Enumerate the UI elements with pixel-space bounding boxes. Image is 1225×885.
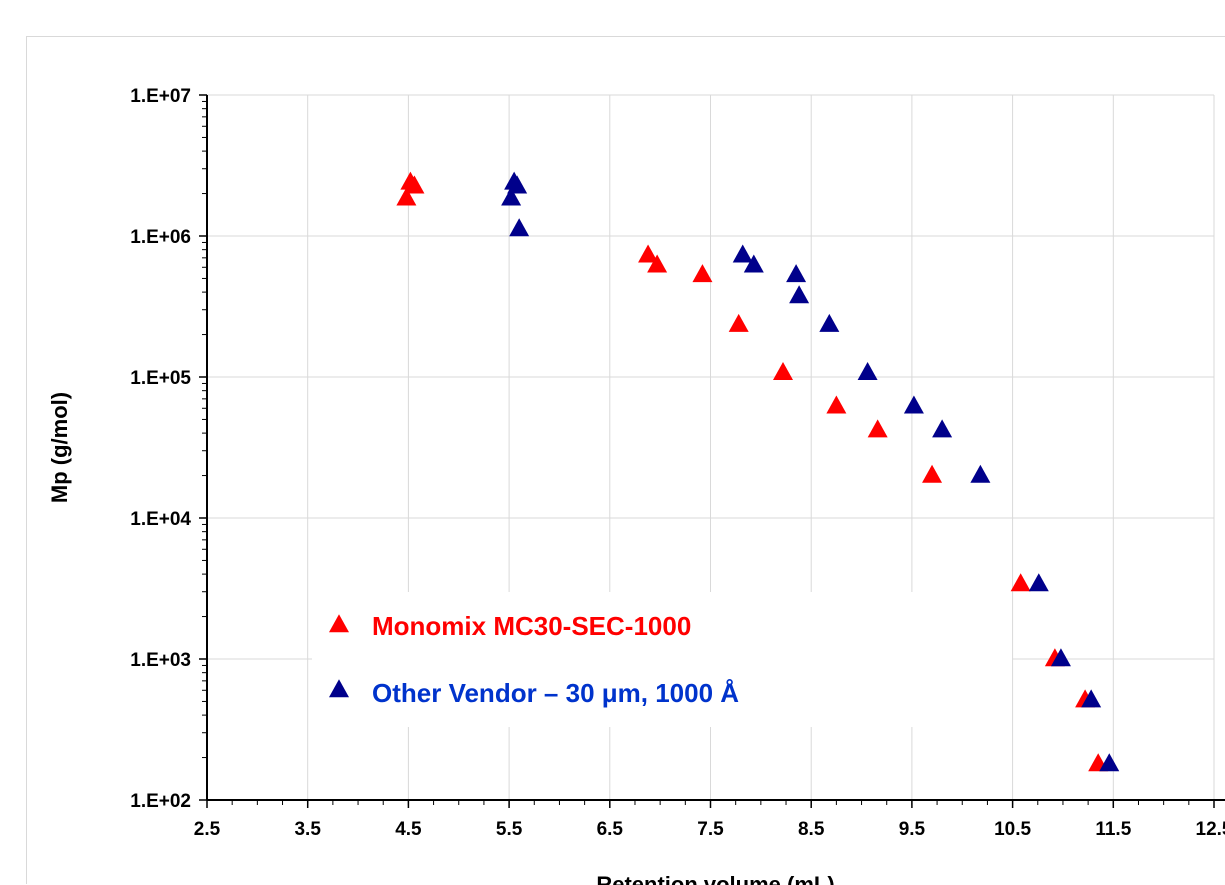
legend-label-other-vendor: Other Vendor – 30 μm, 1000 Å [372,678,739,708]
monomix-data-point [404,175,425,194]
monomix-data-point [1010,573,1031,592]
x-tick-label: 5.5 [496,819,523,840]
other-vendor-data-point [1099,753,1120,772]
other-vendor-data-point [903,395,924,414]
y-tick-label: 1.E+06 [130,227,191,248]
legend-marker-other-vendor [329,679,349,698]
other-vendor-data-point [501,187,522,206]
y-tick-label: 1.E+05 [130,368,191,389]
other-vendor-data-point [857,362,878,381]
x-tick-label: 8.5 [798,819,825,840]
other-vendor-data-point [970,464,991,483]
x-axis-title: Retention volume (mL) [596,872,834,885]
other-vendor-data-point [786,264,807,283]
x-tick-label: 7.5 [697,819,724,840]
chart-frame: 2.5 3.5 4.5 5.5 6.5 7.5 8.5 9.5 10.5 11.5 12.5 1.E+… [26,36,1225,885]
other-vendor-data-point [932,419,953,438]
legend: Monomix MC30-SEC-1000 Other Vendor – 30 … [312,592,1012,727]
monomix-data-point [826,395,847,414]
legend-background [312,592,1012,727]
x-tick-label: 9.5 [899,819,926,840]
other-vendor-data-point [789,285,810,304]
x-tick-label: 3.5 [294,819,321,840]
other-vendor-data-point [509,218,530,237]
y-tick-label: 1.E+02 [130,791,191,812]
x-tick-label: 12.5 [1196,819,1225,840]
monomix-data-point [922,464,943,483]
other-vendor-data-point [732,244,753,263]
x-tick-label: 2.5 [194,819,221,840]
legend-label-monomix: Monomix MC30-SEC-1000 [372,611,691,641]
other-vendor-data-point [1028,573,1049,592]
other-vendor-data-point [743,254,764,273]
legend-marker-monomix [329,614,349,633]
y-tick-label: 1.E+07 [130,86,191,107]
monomix-data-point [867,419,888,438]
x-tick-label: 11.5 [1095,819,1131,840]
other-vendor-data-point [1050,648,1071,667]
monomix-data-point [692,264,713,283]
y-tick-label: 1.E+04 [130,509,191,530]
axes: 2.5 3.5 4.5 5.5 6.5 7.5 8.5 9.5 10.5 11.5 12.5 1.E+… [130,86,1225,840]
y-axis-title: Mp (g/mol) [47,392,72,503]
scatter-plot: 2.5 3.5 4.5 5.5 6.5 7.5 8.5 9.5 10.5 11.5 12.5 1.E+… [47,86,1225,885]
monomix-data-point [773,362,794,381]
monomix-data-point [396,187,417,206]
other-vendor-data-point [819,313,840,332]
monomix-data-point [728,313,749,332]
monomix-data-point [638,244,659,263]
x-tick-label: 6.5 [597,819,624,840]
x-tick-label: 10.5 [994,819,1031,840]
other-vendor-data-point [507,175,528,194]
other-vendor-data-point [1081,689,1102,708]
y-tick-label: 1.E+03 [130,650,191,671]
x-tick-label: 4.5 [395,819,422,840]
data-points [396,171,1120,772]
monomix-data-point [647,254,668,273]
